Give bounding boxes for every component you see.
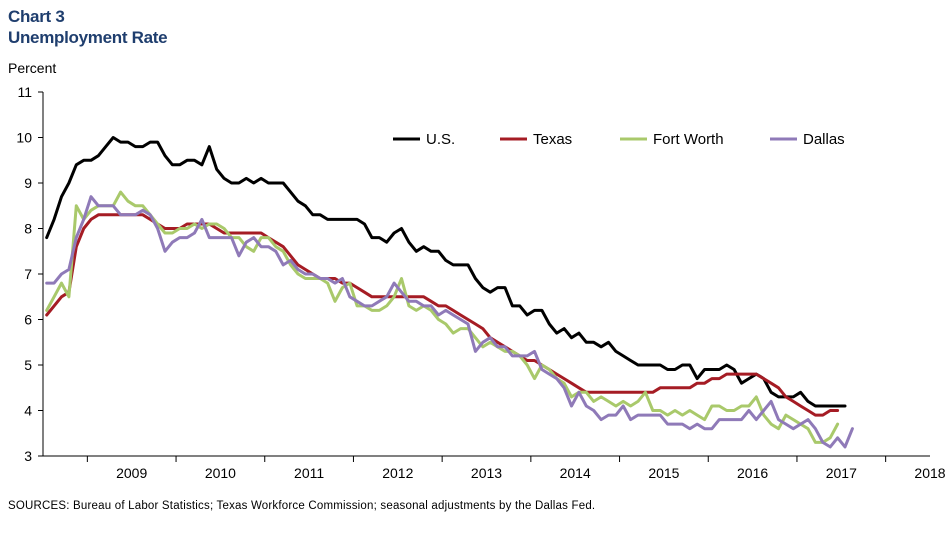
y-tick-label: 8 — [24, 221, 32, 237]
x-tick-label: 2011 — [294, 465, 324, 481]
x-tick-label: 2017 — [826, 465, 857, 481]
y-tick-label: 10 — [16, 130, 32, 146]
y-tick-label: 5 — [24, 357, 32, 373]
x-tick-label: 2010 — [205, 465, 236, 481]
series-line-texas — [45, 213, 840, 417]
x-tick-label: 2013 — [471, 465, 502, 481]
sources-note: SOURCES: Bureau of Labor Statistics; Tex… — [8, 500, 596, 512]
legend-label-u-s: U.S. — [426, 131, 455, 148]
legend-label-fort-worth: Fort Worth — [653, 131, 724, 148]
chart-title: Unemployment Rate — [8, 28, 168, 47]
series-line-u-s — [45, 136, 847, 408]
chart-title-block: Chart 3 Unemployment Rate — [8, 6, 168, 48]
y-tick-label: 11 — [17, 84, 32, 100]
legend-label-texas: Texas — [533, 131, 572, 148]
x-tick-label: 2018 — [914, 465, 945, 481]
series-line-fort-worth — [45, 190, 840, 444]
legend: U.S. Texas Fort Worth Dallas — [393, 131, 845, 148]
x-tick-label: 2016 — [737, 465, 768, 481]
y-tick-label: 3 — [24, 448, 32, 464]
y-tick-label: 4 — [24, 403, 32, 419]
legend-label-dallas: Dallas — [803, 131, 845, 148]
x-tick-label: 2012 — [382, 465, 413, 481]
y-tick-label: 9 — [24, 175, 32, 191]
y-axis-label: Percent — [8, 60, 56, 76]
x-tick-label: 2015 — [648, 465, 679, 481]
series-line-dallas — [45, 195, 854, 449]
y-tick-label: 6 — [24, 312, 32, 328]
chart-number: Chart 3 — [8, 7, 65, 26]
y-axis: 3 4 5 6 7 8 9 10 11 — [16, 84, 44, 464]
series-lines — [45, 136, 854, 449]
x-tick-label: 2014 — [560, 465, 591, 481]
x-axis: 2009 2010 2011 2012 2013 2014 2015 2016 2017 2018 — [43, 455, 946, 481]
y-tick-label: 7 — [24, 266, 32, 282]
x-tick-label: 2009 — [116, 465, 147, 481]
